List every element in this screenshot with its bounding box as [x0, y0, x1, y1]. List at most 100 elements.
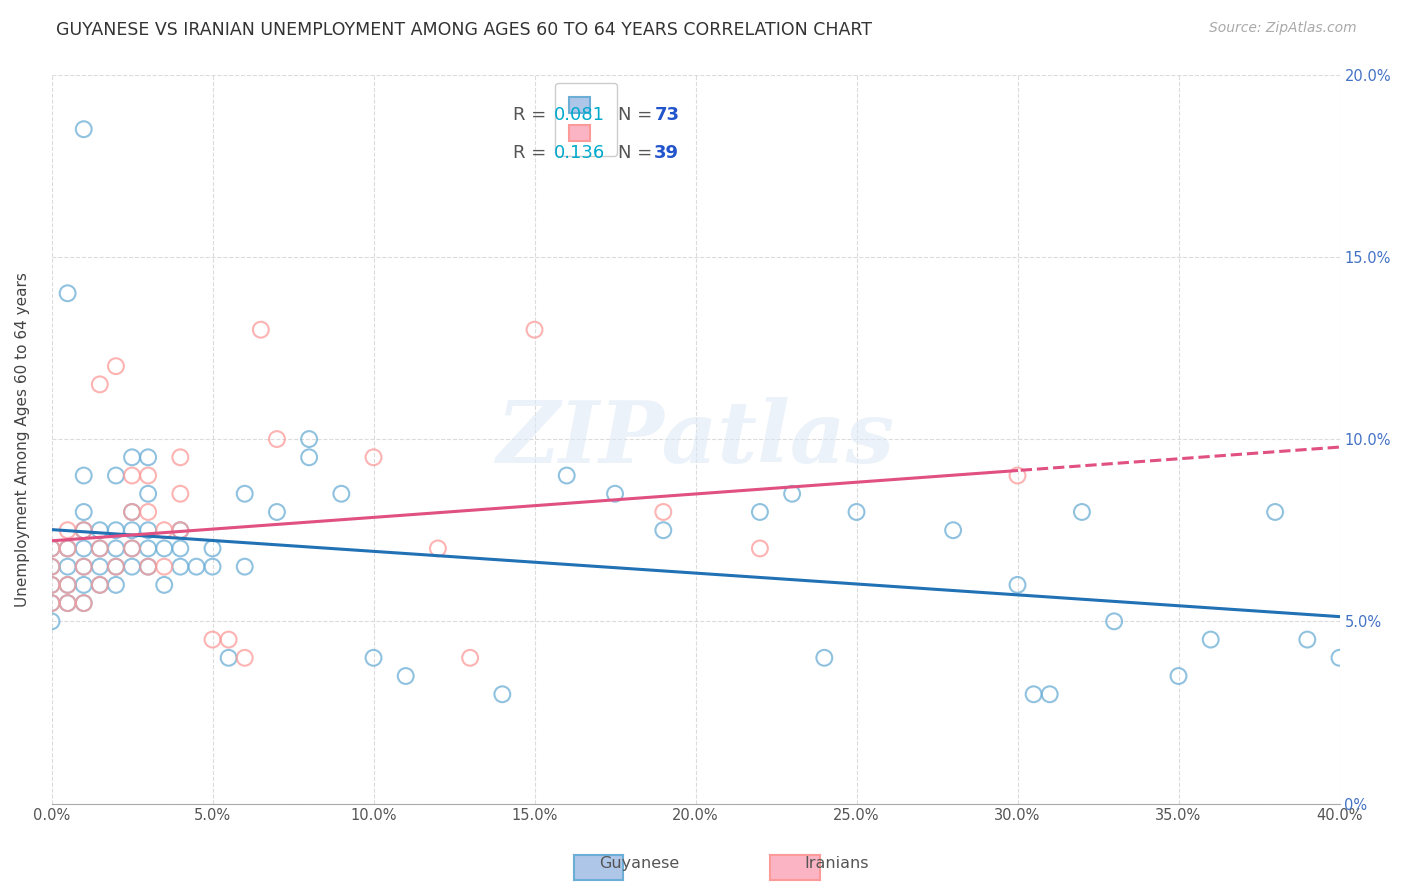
Point	[363, 450, 385, 465]
Point	[56, 286, 79, 301]
Point	[395, 669, 418, 683]
Y-axis label: Unemployment Among Ages 60 to 64 years: Unemployment Among Ages 60 to 64 years	[15, 272, 30, 607]
Point	[56, 596, 79, 610]
Point	[41, 596, 63, 610]
Point	[1264, 505, 1286, 519]
Point	[89, 523, 111, 537]
Point	[104, 541, 127, 556]
Point	[73, 559, 96, 574]
Point	[73, 523, 96, 537]
Point	[363, 650, 385, 665]
Point	[41, 615, 63, 629]
Text: Guyanese: Guyanese	[599, 855, 681, 871]
Point	[121, 505, 143, 519]
Point	[1007, 578, 1029, 592]
Text: 39: 39	[654, 144, 679, 161]
Point	[748, 541, 770, 556]
Text: Iranians: Iranians	[804, 855, 869, 871]
Point	[136, 559, 159, 574]
Point	[426, 541, 449, 556]
Text: 0.081: 0.081	[554, 106, 605, 124]
Point	[104, 468, 127, 483]
Point	[136, 541, 159, 556]
Point	[942, 523, 965, 537]
Point	[121, 559, 143, 574]
Text: 0.136: 0.136	[554, 144, 605, 161]
Point	[73, 578, 96, 592]
Point	[136, 468, 159, 483]
Text: 73: 73	[654, 106, 679, 124]
Point	[73, 596, 96, 610]
Point	[169, 487, 191, 501]
Point	[153, 541, 176, 556]
Point	[233, 650, 256, 665]
Point	[56, 559, 79, 574]
Point	[233, 487, 256, 501]
Point	[73, 541, 96, 556]
Point	[73, 468, 96, 483]
Point	[136, 559, 159, 574]
Point	[41, 596, 63, 610]
Point	[201, 559, 224, 574]
Point	[41, 541, 63, 556]
Point	[89, 377, 111, 392]
Point	[56, 596, 79, 610]
Point	[1022, 687, 1045, 701]
Point	[169, 523, 191, 537]
Point	[89, 578, 111, 592]
Point	[56, 523, 79, 537]
Point	[41, 541, 63, 556]
Point	[121, 523, 143, 537]
Point	[56, 578, 79, 592]
Point	[73, 122, 96, 136]
Point	[89, 559, 111, 574]
Point	[250, 323, 273, 337]
Point	[298, 450, 321, 465]
Point	[104, 578, 127, 592]
Point	[104, 559, 127, 574]
Point	[1070, 505, 1092, 519]
Point	[491, 687, 513, 701]
Text: N =: N =	[619, 106, 658, 124]
Point	[169, 541, 191, 556]
Point	[41, 578, 63, 592]
Text: GUYANESE VS IRANIAN UNEMPLOYMENT AMONG AGES 60 TO 64 YEARS CORRELATION CHART: GUYANESE VS IRANIAN UNEMPLOYMENT AMONG A…	[56, 21, 872, 38]
Point	[603, 487, 626, 501]
Point	[121, 468, 143, 483]
Point	[1296, 632, 1319, 647]
Point	[121, 541, 143, 556]
Point	[330, 487, 353, 501]
Legend: , : ,	[555, 83, 617, 155]
Point	[458, 650, 481, 665]
Point	[813, 650, 835, 665]
Point	[104, 359, 127, 373]
Text: R =: R =	[513, 144, 551, 161]
Point	[104, 523, 127, 537]
Point	[41, 578, 63, 592]
Point	[136, 505, 159, 519]
Point	[136, 487, 159, 501]
Point	[523, 323, 546, 337]
Text: R =: R =	[513, 106, 551, 124]
Point	[652, 505, 675, 519]
Point	[201, 632, 224, 647]
Point	[73, 523, 96, 537]
Point	[89, 541, 111, 556]
Point	[845, 505, 868, 519]
Point	[73, 559, 96, 574]
Text: N =: N =	[619, 144, 658, 161]
Point	[153, 578, 176, 592]
Point	[186, 559, 208, 574]
Point	[233, 559, 256, 574]
Point	[56, 578, 79, 592]
Text: Source: ZipAtlas.com: Source: ZipAtlas.com	[1209, 21, 1357, 35]
Point	[153, 559, 176, 574]
Point	[555, 468, 578, 483]
Point	[153, 523, 176, 537]
Point	[266, 432, 288, 446]
Point	[1167, 669, 1189, 683]
Point	[121, 505, 143, 519]
Point	[104, 559, 127, 574]
Point	[652, 523, 675, 537]
Point	[41, 559, 63, 574]
